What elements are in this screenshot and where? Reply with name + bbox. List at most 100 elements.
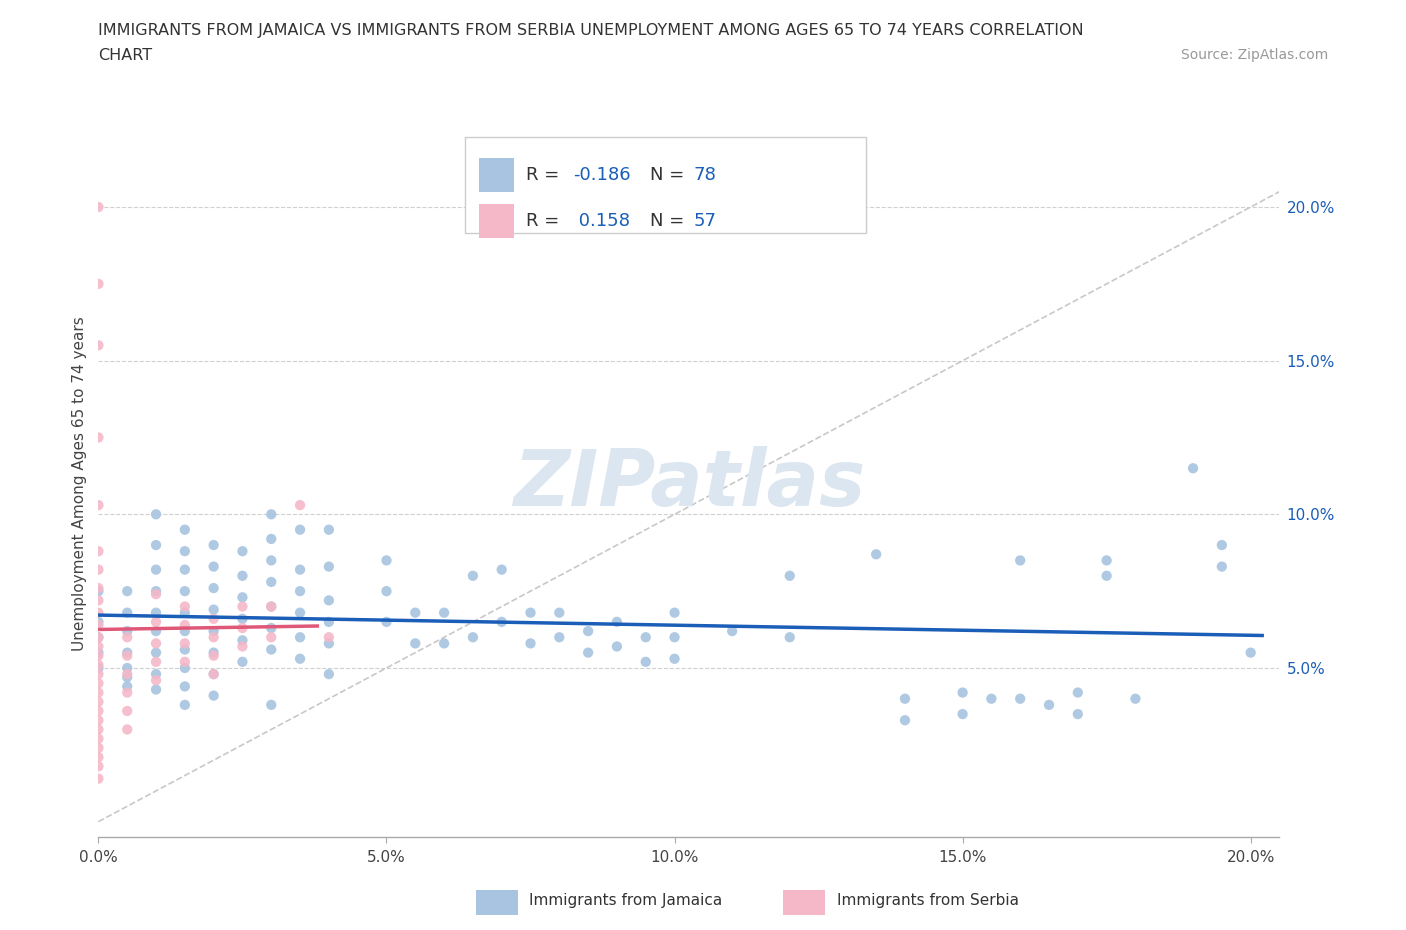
- Point: [1125, 691, 1147, 706]
- Point: [260, 599, 283, 614]
- Text: N =: N =: [650, 166, 690, 184]
- Text: ZIPatlas: ZIPatlas: [513, 445, 865, 522]
- Point: [87, 667, 110, 682]
- Point: [87, 639, 110, 654]
- Point: [87, 759, 110, 774]
- Point: [260, 507, 283, 522]
- Point: [461, 568, 484, 583]
- Point: [721, 624, 744, 639]
- Point: [202, 611, 225, 626]
- Point: [202, 559, 225, 574]
- Point: [87, 740, 110, 755]
- Point: [260, 698, 283, 712]
- Point: [115, 670, 138, 684]
- Bar: [477, 890, 517, 915]
- Point: [87, 722, 110, 737]
- Point: [1211, 538, 1233, 552]
- Text: -0.186: -0.186: [574, 166, 631, 184]
- Point: [115, 679, 138, 694]
- Point: [1067, 685, 1090, 700]
- Point: [115, 660, 138, 675]
- Point: [115, 704, 138, 719]
- Point: [173, 584, 195, 599]
- Point: [173, 642, 195, 657]
- Text: R =: R =: [526, 166, 565, 184]
- Point: [894, 712, 917, 727]
- Point: [87, 676, 110, 691]
- Point: [145, 682, 167, 697]
- Point: [145, 645, 167, 660]
- Point: [404, 605, 426, 620]
- Text: N =: N =: [650, 212, 690, 231]
- Point: [260, 531, 283, 546]
- Point: [231, 568, 253, 583]
- Point: [87, 615, 110, 630]
- Text: 78: 78: [693, 166, 717, 184]
- Point: [461, 630, 484, 644]
- Point: [145, 667, 167, 682]
- Point: [145, 605, 167, 620]
- Point: [173, 544, 195, 559]
- Point: [145, 672, 167, 687]
- Point: [202, 580, 225, 595]
- Point: [491, 563, 513, 578]
- Point: [87, 276, 110, 291]
- Point: [375, 615, 398, 630]
- Point: [87, 630, 110, 644]
- Point: [404, 636, 426, 651]
- Point: [173, 660, 195, 675]
- Point: [375, 584, 398, 599]
- Text: R =: R =: [526, 212, 565, 231]
- Point: [1182, 460, 1205, 475]
- Point: [288, 584, 311, 599]
- Point: [318, 523, 340, 538]
- Text: Source: ZipAtlas.com: Source: ZipAtlas.com: [1181, 48, 1329, 62]
- Point: [202, 602, 225, 617]
- Point: [1010, 691, 1032, 706]
- Point: [145, 507, 167, 522]
- Point: [318, 615, 340, 630]
- Text: 57: 57: [693, 212, 717, 231]
- Point: [288, 523, 311, 538]
- Point: [202, 667, 225, 682]
- Point: [87, 658, 110, 672]
- Point: [260, 553, 283, 568]
- Point: [115, 624, 138, 639]
- Point: [231, 599, 253, 614]
- Point: [87, 563, 110, 578]
- Point: [231, 620, 253, 635]
- Point: [202, 667, 225, 682]
- Point: [173, 636, 195, 651]
- Point: [87, 660, 110, 675]
- Point: [1211, 559, 1233, 574]
- Point: [173, 523, 195, 538]
- Point: [87, 712, 110, 727]
- Point: [433, 636, 456, 651]
- Point: [548, 605, 571, 620]
- Point: [231, 590, 253, 604]
- Point: [202, 688, 225, 703]
- Bar: [478, 205, 515, 238]
- Point: [375, 553, 398, 568]
- Point: [145, 587, 167, 602]
- Point: [606, 639, 628, 654]
- Point: [634, 630, 657, 644]
- Point: [87, 685, 110, 700]
- Point: [173, 599, 195, 614]
- Point: [576, 624, 599, 639]
- Point: [202, 648, 225, 663]
- Point: [145, 584, 167, 599]
- Point: [115, 645, 138, 660]
- Point: [260, 620, 283, 635]
- Point: [87, 630, 110, 644]
- Bar: [783, 890, 825, 915]
- Point: [1038, 698, 1060, 712]
- Point: [318, 593, 340, 608]
- Point: [318, 636, 340, 651]
- Point: [173, 618, 195, 632]
- Point: [115, 630, 138, 644]
- Point: [288, 651, 311, 666]
- Point: [1010, 553, 1032, 568]
- Point: [491, 615, 513, 630]
- Point: [173, 679, 195, 694]
